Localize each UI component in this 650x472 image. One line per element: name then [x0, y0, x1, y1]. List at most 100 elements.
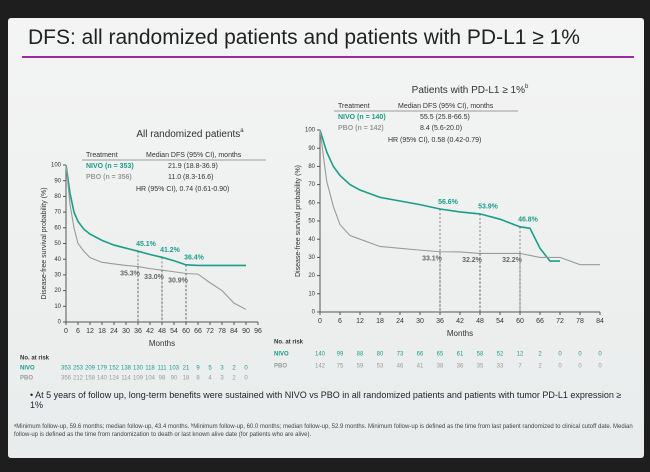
at-risk-count: 46: [397, 364, 404, 370]
bullet-text: At 5 years of follow up, long-term benef…: [30, 390, 622, 410]
milestone-label: 33.0%: [144, 274, 165, 281]
at-risk-count: 7: [518, 364, 522, 370]
x-tick-label: 42: [456, 318, 464, 325]
at-risk-count: 98: [159, 376, 166, 382]
x-axis-title: Months: [149, 339, 175, 348]
x-tick-label: 36: [436, 318, 444, 325]
at-risk-count: 0: [578, 364, 582, 370]
y-tick-label: 90: [308, 146, 315, 152]
y-tick-label: 80: [54, 194, 61, 200]
y-tick-label: 100: [51, 163, 62, 169]
at-risk-count: 3: [220, 366, 224, 372]
x-tick-label: 84: [230, 328, 238, 335]
at-risk-count: 130: [133, 366, 144, 372]
at-risk-count: 4: [208, 376, 212, 382]
at-risk-count: 36: [457, 364, 464, 370]
x-tick-label: 72: [556, 318, 564, 325]
at-risk-count: 142: [315, 364, 326, 370]
y-tick-label: 0: [58, 320, 62, 326]
milestone-label: 32.2%: [462, 257, 483, 264]
at-risk-name: NIVO: [20, 366, 35, 372]
at-risk-name: NIVO: [274, 352, 289, 358]
at-risk-count: 0: [598, 352, 602, 358]
table-arm: NIVO (n = 353): [86, 163, 134, 170]
y-tick-label: 60: [308, 200, 315, 206]
x-tick-label: 30: [416, 318, 424, 325]
at-risk-count: 253: [73, 366, 84, 372]
x-tick-label: 0: [318, 318, 322, 325]
subtitle-text: All randomized patients: [136, 129, 240, 140]
at-risk-count: 111: [157, 366, 167, 372]
y-tick-label: 90: [54, 178, 61, 184]
x-tick-label: 6: [338, 318, 342, 325]
y-tick-label: 80: [308, 164, 315, 170]
table-arm: NIVO (n = 140): [338, 114, 386, 121]
y-tick-label: 30: [308, 255, 315, 261]
x-tick-label: 78: [576, 318, 584, 325]
milestone-label: 30.9%: [168, 277, 189, 284]
at-risk-count: 58: [477, 352, 484, 358]
at-risk-count: 90: [171, 376, 178, 382]
at-risk-count: 8: [196, 376, 200, 382]
at-risk-count: 356: [61, 376, 72, 382]
chart-subtitle: All randomized patientsa: [136, 128, 244, 140]
table-hr: HR (95% CI), 0.74 (0.61-0.90): [136, 186, 229, 193]
at-risk-count: 0: [244, 376, 248, 382]
milestone-label: 32.2%: [502, 257, 523, 264]
milestone-label: 35.3%: [120, 270, 141, 277]
at-risk-count: 2: [538, 352, 542, 358]
x-tick-label: 24: [396, 318, 404, 325]
y-tick-label: 10: [54, 304, 61, 310]
table-median: 11.0 (8.3-16.6): [168, 174, 213, 181]
milestone-label: 56.6%: [438, 199, 459, 206]
at-risk-count: 12: [517, 352, 524, 358]
at-risk-count: 0: [558, 364, 562, 370]
at-risk-count: 179: [97, 366, 108, 372]
x-tick-label: 0: [64, 328, 68, 335]
at-risk-count: 152: [109, 366, 120, 372]
title-rule: [22, 56, 634, 58]
y-tick-label: 20: [54, 288, 61, 294]
at-risk-count: 61: [457, 352, 464, 358]
x-tick-label: 18: [376, 318, 384, 325]
slide: All randomized patientsa 0 10 20 30 40 50 60 70 8…: [8, 18, 644, 458]
milestone-label: 53.9%: [478, 204, 499, 211]
y-tick-label: 60: [54, 225, 61, 231]
charts: All randomized patientsa0102030405060708…: [20, 84, 604, 382]
subtitle-note: a: [240, 128, 244, 134]
table-median: 55.5 (25.8-66.5): [420, 114, 470, 121]
at-risk-count: 0: [578, 352, 582, 358]
bullet: • At 5 years of follow up, long-term ben…: [30, 390, 622, 410]
at-risk-count: 3: [220, 376, 224, 382]
x-tick-label: 66: [194, 328, 202, 335]
x-tick-label: 18: [98, 328, 106, 335]
at-risk-count: 2: [232, 366, 236, 372]
table-header: Treatment: [338, 103, 370, 110]
at-risk-count: 38: [437, 364, 444, 370]
x-tick-label: 66: [536, 318, 544, 325]
y-tick-label: 40: [54, 257, 61, 263]
table-arm: PBO (n = 356): [86, 174, 132, 181]
at-risk-count: 140: [315, 352, 326, 358]
at-risk-label: No. at risk: [274, 340, 304, 346]
at-risk-count: 0: [244, 366, 248, 372]
x-tick-label: 72: [206, 328, 214, 335]
subtitle-note: b: [525, 84, 529, 90]
y-tick-label: 30: [54, 272, 61, 278]
at-risk-count: 21: [183, 366, 190, 372]
table-header: Median DFS (95% CI), months: [146, 152, 242, 159]
at-risk-label: No. at risk: [20, 356, 50, 362]
at-risk-count: 18: [183, 376, 190, 382]
x-tick-label: 24: [110, 328, 118, 335]
survival-curve: [65, 164, 247, 310]
milestone-label: 46.8%: [518, 217, 539, 224]
milestone-label: 33.1%: [422, 256, 443, 263]
at-risk-count: 124: [109, 376, 120, 382]
survival-curve: [319, 129, 560, 262]
at-risk-count: 65: [437, 352, 444, 358]
slide-title: DFS: all randomized patients and patient…: [28, 26, 580, 49]
y-tick-label: 40: [308, 237, 315, 243]
y-axis-title: Disease-free survival probability (%): [295, 165, 302, 277]
x-tick-label: 48: [476, 318, 484, 325]
